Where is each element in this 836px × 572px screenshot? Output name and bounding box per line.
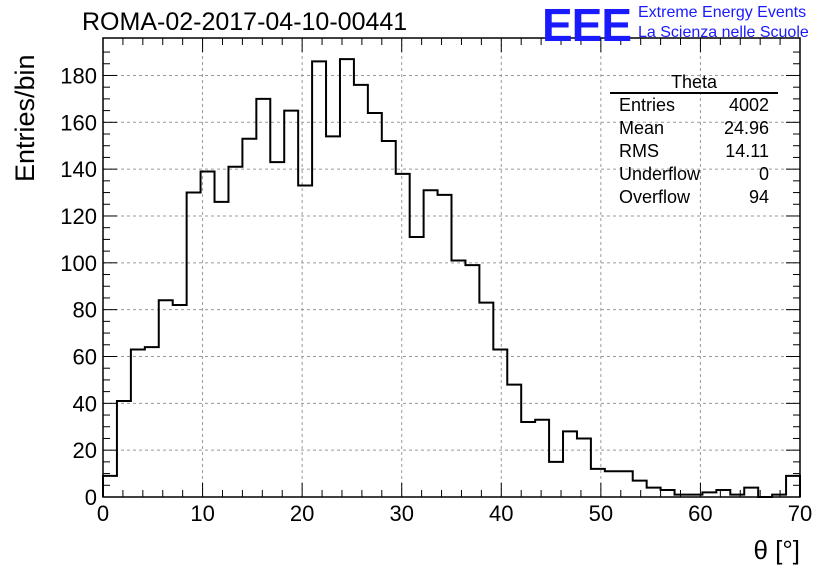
stats-value: 0	[758, 164, 769, 184]
stats-row-entries: Entries 4002	[610, 94, 778, 117]
grid-layer	[103, 38, 800, 497]
histogram-bin	[270, 162, 284, 497]
histogram-bin	[326, 136, 340, 497]
histogram-bin	[465, 265, 479, 497]
histogram-bin	[563, 431, 577, 497]
x-axis-label: θ [°]	[753, 535, 800, 565]
histogram-bin	[535, 420, 549, 497]
x-tick-label: 70	[788, 501, 812, 526]
axis-layer: 0 10 20 30 40 50 60 70 0 20 40 60 80 100 120 140 160 180	[60, 37, 812, 526]
stats-value: 14.11	[725, 141, 769, 161]
stats-box: Theta Entries 4002 Mean 24.96 RMS 14.11 …	[610, 72, 778, 209]
x-tick-label: 40	[489, 501, 513, 526]
histogram-bin	[284, 111, 298, 497]
histogram-bin	[396, 174, 410, 497]
histogram-bin	[228, 167, 242, 497]
y-tick-label: 0	[85, 485, 97, 510]
x-tick-label: 20	[290, 501, 314, 526]
stats-label: Mean	[619, 118, 665, 138]
histogram-bin	[298, 186, 312, 497]
histogram-bin	[201, 171, 215, 497]
histogram-bin	[521, 422, 535, 497]
histogram-bin	[424, 190, 438, 497]
stats-value: 4002	[728, 95, 769, 115]
histogram-bin	[312, 61, 326, 497]
stats-label: Overflow	[619, 187, 691, 207]
histogram-bin	[633, 481, 647, 497]
x-tick-label: 10	[190, 501, 214, 526]
x-tick-label: 50	[589, 501, 613, 526]
histogram-bin	[354, 85, 368, 497]
histogram-bin	[438, 195, 452, 497]
histogram-bin	[410, 237, 424, 497]
stats-row-overflow: Overflow 94	[610, 186, 778, 209]
histogram-bin	[215, 202, 229, 497]
x-tick-label: 30	[389, 501, 413, 526]
histogram-bin	[661, 490, 675, 497]
stats-row-underflow: Underflow 0	[610, 163, 778, 186]
histogram-bin	[577, 438, 591, 497]
y-tick-label: 20	[73, 438, 97, 463]
histogram-bin	[605, 471, 619, 497]
y-tick-label: 180	[60, 63, 97, 88]
histogram-bin	[187, 193, 201, 497]
histogram-bin	[647, 488, 661, 497]
stats-label: Entries	[619, 95, 676, 115]
y-tick-label: 100	[60, 251, 97, 276]
y-tick-label: 80	[73, 298, 97, 323]
x-tick-label: 0	[97, 501, 109, 526]
histogram-bin	[103, 476, 117, 497]
plot-frame	[102, 37, 801, 498]
histogram-bin	[479, 303, 493, 497]
histogram-bin	[131, 349, 145, 497]
stats-value: 94	[748, 187, 769, 207]
chart-title: ROMA-02-2017-04-10-00441	[82, 8, 408, 36]
histogram-bin	[744, 488, 758, 497]
y-tick-label: 40	[73, 391, 97, 416]
histogram-bin	[145, 347, 159, 497]
y-tick-label: 140	[60, 157, 97, 182]
stats-title: Theta	[610, 72, 778, 94]
stats-row-rms: RMS 14.11	[610, 140, 778, 163]
eee-logo: EEE	[542, 0, 632, 51]
stats-label: RMS	[619, 141, 659, 161]
x-tick-label: 60	[688, 501, 712, 526]
y-tick-label: 160	[60, 110, 97, 135]
stats-label: Underflow	[619, 164, 701, 184]
histogram-bin	[256, 99, 270, 497]
histogram-bin	[716, 490, 730, 497]
histogram-bin	[117, 401, 131, 497]
histogram-bin	[591, 469, 605, 497]
histogram-line	[102, 58, 801, 498]
y-tick-label: 60	[73, 344, 97, 369]
logo-line-1: Extreme Energy Events	[638, 4, 807, 21]
histogram-layer	[102, 58, 801, 498]
histogram-bin	[786, 476, 800, 497]
histogram-bin	[340, 59, 354, 497]
histogram-bin	[173, 305, 187, 497]
histogram-bin	[452, 260, 466, 497]
stats-row-mean: Mean 24.96	[610, 117, 778, 140]
histogram-bin	[159, 300, 173, 497]
histogram-bin	[242, 139, 256, 497]
logo-line-2: La Scienza nelle Scuole	[638, 24, 809, 41]
histogram-bin	[382, 141, 396, 497]
histogram-bin	[493, 349, 507, 497]
histogram-bin	[507, 385, 521, 497]
y-tick-label: 120	[60, 204, 97, 229]
stats-value: 24.96	[723, 118, 769, 138]
histogram-bin	[368, 113, 382, 497]
y-axis-label: Entries/bin	[10, 54, 40, 182]
